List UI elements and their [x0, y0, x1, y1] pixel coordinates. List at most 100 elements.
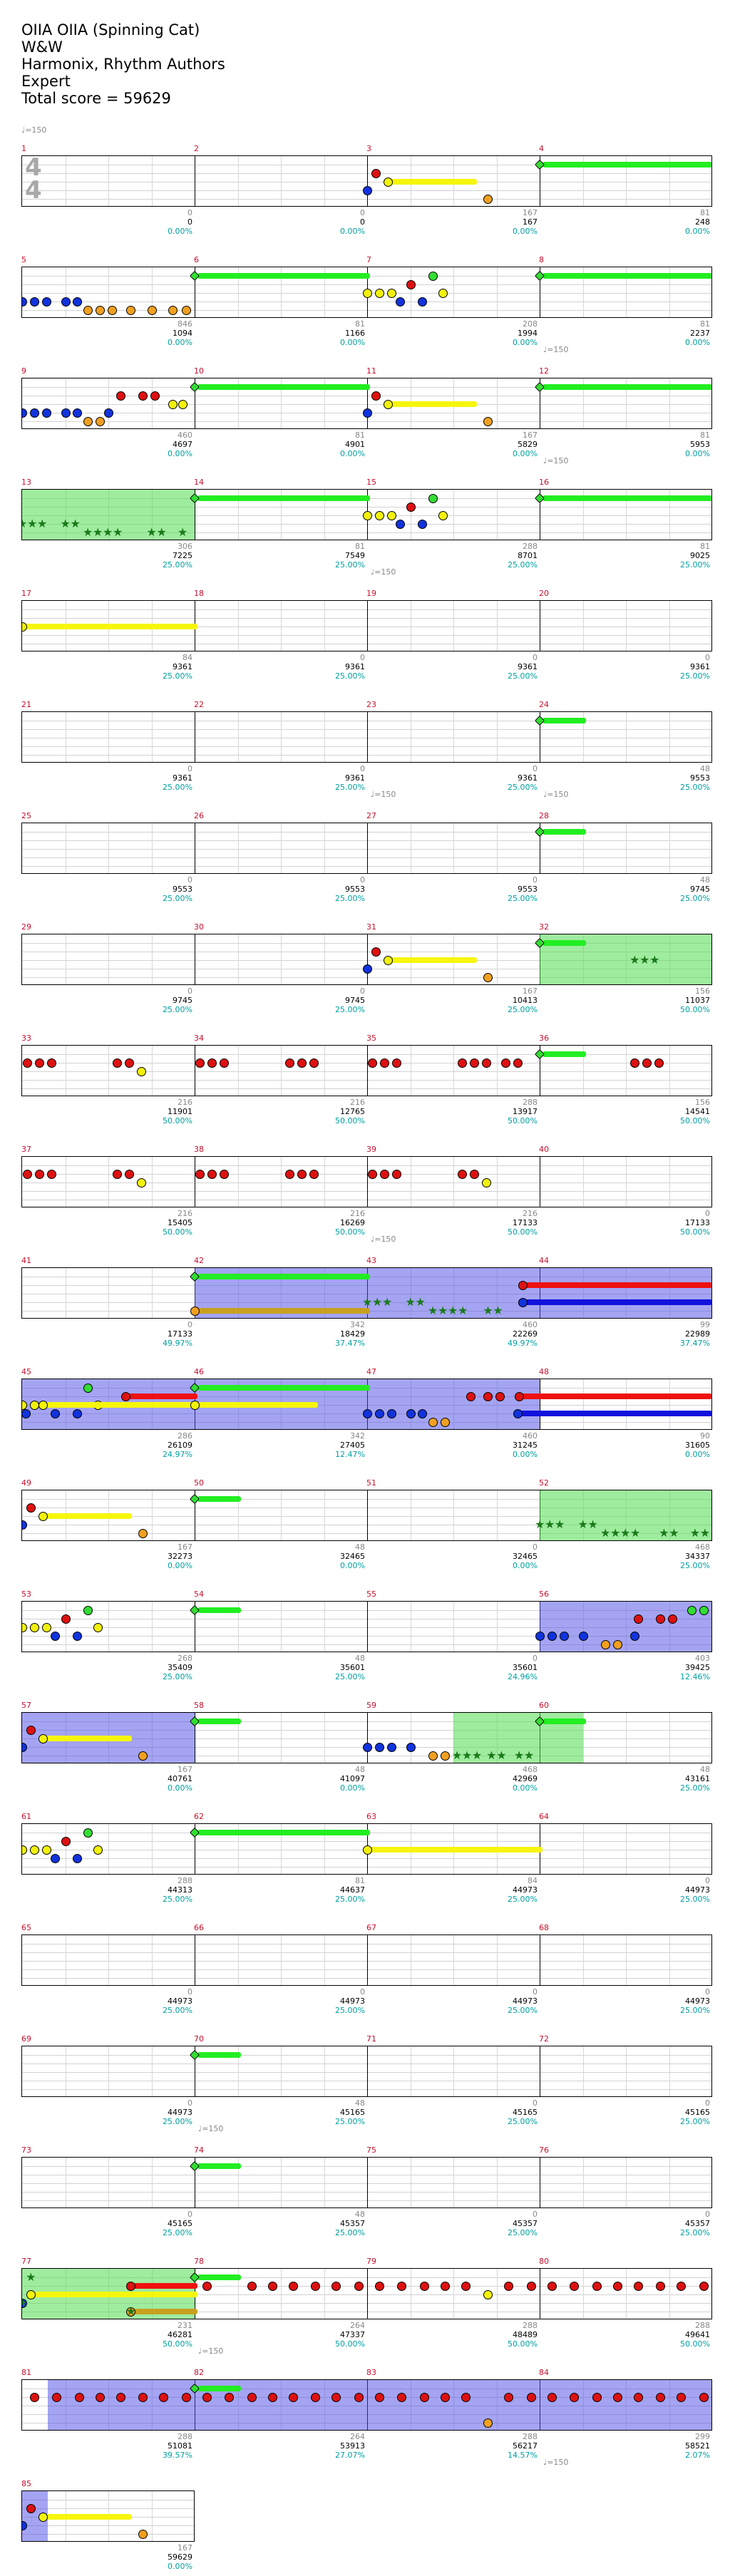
beat-line [151, 2158, 153, 2207]
cumulative-score: 9361 [518, 662, 538, 671]
note-Y [38, 1512, 48, 1521]
cumulative-score: 56217 [513, 2441, 538, 2451]
cumulative-score: 9553 [345, 885, 365, 894]
note-R [52, 2393, 62, 2402]
note-G [534, 826, 545, 838]
tempo-marker: ♩=150 [371, 790, 396, 799]
starpower-percent: 0.00% [340, 1783, 365, 1793]
starpower-percent: 25.00% [163, 894, 192, 903]
note-G [534, 1049, 545, 1060]
measure-number: 50 [194, 1478, 204, 1488]
measure-points: 167 [523, 986, 538, 996]
note-O [440, 1751, 450, 1761]
cumulative-score: 44973 [685, 1997, 710, 2006]
beat-line [582, 1935, 584, 1985]
note-R [526, 2282, 536, 2291]
measure-points: 299 [695, 2432, 710, 2441]
note-R [699, 2393, 709, 2402]
note-O [126, 306, 136, 315]
beat-line [496, 1935, 498, 1985]
sustain-Y [34, 2292, 197, 2297]
cumulative-score: 9553 [173, 885, 192, 894]
note-R [23, 1058, 33, 1068]
note-R [285, 1058, 295, 1068]
measure-score: 0 9745 25.00% [281, 986, 365, 1014]
note-R [699, 2282, 709, 2291]
star-note-icon: ★ [545, 1518, 555, 1531]
lane-line [22, 1952, 711, 1953]
beat-line [281, 2158, 282, 2207]
starpower-percent: 0.00% [168, 338, 192, 347]
barline [367, 601, 368, 651]
star-note-icon: ★ [689, 1526, 701, 1540]
note-R [633, 1614, 643, 1624]
beat-line [626, 712, 627, 762]
note-B [363, 408, 372, 418]
lane-line [22, 2303, 711, 2304]
note-R [26, 1503, 36, 1513]
note-B [22, 297, 27, 306]
note-Y [93, 1845, 103, 1855]
song-header: OIIA OIIA (Spinning Cat) W&W Harmonix, R… [21, 21, 225, 107]
note-R [406, 503, 416, 512]
lane-line [22, 1627, 711, 1628]
beat-line [108, 1157, 109, 1207]
measure-points: 231 [178, 2321, 192, 2330]
note-Y [438, 511, 448, 520]
barline [367, 378, 368, 428]
cumulative-score: 48489 [513, 2330, 538, 2339]
note-R [125, 1058, 135, 1068]
song-difficulty: Expert [21, 73, 71, 90]
note-O [126, 2307, 136, 2317]
note-R [195, 1058, 205, 1068]
barline [367, 1713, 368, 1763]
beat-line [237, 156, 239, 206]
lane-line [22, 1969, 711, 1970]
starpower-section [48, 2380, 711, 2430]
note-B [41, 408, 51, 418]
measure-score: 306 7225 25.00% [108, 542, 192, 570]
star-note-icon: ★ [639, 953, 650, 967]
starpower-percent: 25.00% [680, 1783, 710, 1793]
starpower-percent: 0.00% [168, 1783, 192, 1793]
measure-score: 0 9361 25.00% [281, 653, 365, 681]
lane-line [22, 849, 711, 850]
staff [21, 1045, 712, 1096]
lane-line [22, 2294, 711, 2295]
starpower-percent: 0.00% [168, 227, 192, 236]
note-B [513, 1409, 523, 1418]
note-Y [374, 289, 384, 298]
starpower-percent: 25.00% [163, 2117, 192, 2126]
measure-points: 81 [700, 542, 710, 551]
cumulative-score: 46281 [168, 2330, 192, 2339]
note-B [363, 1409, 372, 1418]
cumulative-score: 45165 [340, 2108, 365, 2117]
beat-line [582, 1379, 584, 1429]
star-note-icon: ★ [461, 1748, 473, 1762]
sustain-Y [391, 179, 478, 185]
measure-number: 3 [366, 144, 371, 153]
star-note-icon: ★ [415, 1295, 426, 1309]
star-note-icon: ★ [22, 518, 27, 530]
starpower-percent: 25.00% [508, 560, 538, 570]
measure-score: 156 14541 50.00% [626, 1098, 710, 1125]
measure-number: 5 [21, 255, 26, 264]
note-B [578, 1632, 588, 1641]
tempo-marker: ♩=150 [543, 2458, 569, 2467]
note-Y [386, 511, 396, 520]
starpower-percent: 50.00% [680, 1116, 710, 1125]
cumulative-score: 44973 [168, 2108, 192, 2117]
cumulative-score: 44313 [168, 1885, 192, 1895]
measure-points: 84 [528, 1876, 538, 1885]
beat-line [237, 2046, 239, 2096]
staff: ★★★ [21, 934, 712, 985]
cumulative-score: 41097 [340, 1774, 365, 1783]
beat-line [669, 2269, 670, 2319]
note-Y [168, 400, 178, 409]
measure-points: 264 [350, 2321, 365, 2330]
measure-points: 288 [523, 1098, 538, 1107]
beat-line [324, 1490, 325, 1540]
star-note-icon: ★ [372, 1295, 383, 1309]
cumulative-score: 44973 [513, 1997, 538, 2006]
beat-line [496, 2158, 498, 2207]
